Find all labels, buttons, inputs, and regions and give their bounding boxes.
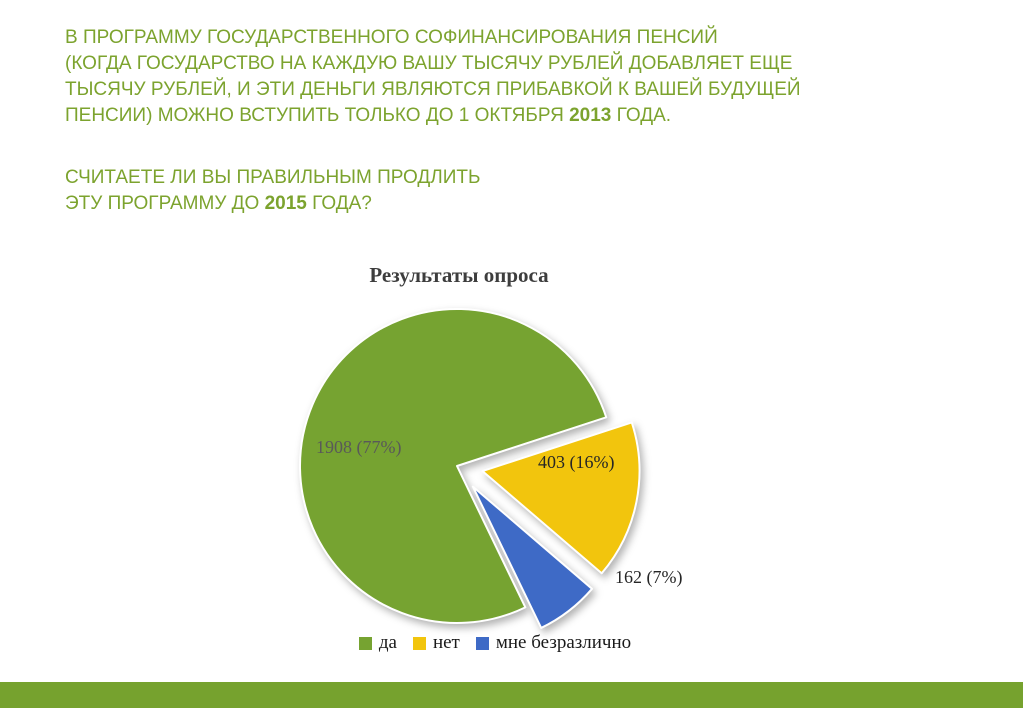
extension-year: 2015	[264, 193, 307, 214]
legend-item-yes: да	[358, 632, 397, 654]
legend-item-no: нет	[412, 632, 460, 654]
question-text: СЧИТАЕТЕ ЛИ ВЫ ПРАВИЛЬНЫМ ПРОДЛИТЬ ЭТУ П…	[65, 165, 985, 217]
intro-text: В ПРОГРАММУ ГОСУДАРСТВЕННОГО СОФИНАНСИРО…	[65, 25, 985, 129]
pie-slice-0	[299, 308, 608, 624]
question-line-2-suffix: ГОДА?	[306, 193, 372, 214]
footer-bar	[0, 682, 1023, 708]
intro-line-4: ПЕНСИИ) МОЖНО ВСТУПИТЬ ТОЛЬКО ДО 1 ОКТЯБ…	[65, 103, 985, 129]
intro-line-4-prefix: ПЕНСИИ) МОЖНО ВСТУПИТЬ ТОЛЬКО ДО 1 ОКТЯБ…	[65, 105, 570, 126]
pie-slice-2	[471, 485, 594, 629]
legend-label-yes: да	[378, 632, 397, 653]
intro-line-3: ТЫСЯЧУ РУБЛЕЙ, И ЭТИ ДЕНЬГИ ЯВЛЯЮТСЯ ПРИ…	[65, 79, 801, 100]
question-line-2-prefix: ЭТУ ПРОГРАММУ ДО	[65, 193, 265, 214]
question-line-2: ЭТУ ПРОГРАММУ ДО 2015 ГОДА?	[65, 191, 985, 217]
legend-swatch-yes	[358, 636, 372, 650]
intro-line-4-suffix: ГОДА.	[611, 105, 672, 126]
legend-label-indifferent: мне безразлично	[495, 632, 632, 653]
data-label-indifferent: 162 (7%)	[615, 567, 683, 587]
legend-label-no: нет	[432, 632, 460, 653]
legend-swatch-no	[412, 636, 426, 650]
question-line-1: СЧИТАЕТЕ ЛИ ВЫ ПРАВИЛЬНЫМ ПРОДЛИТЬ	[65, 167, 481, 188]
legend-item-indifferent: мне безразлично	[475, 632, 632, 654]
pie-slice-1	[481, 421, 641, 575]
intro-line-2: (КОГДА ГОСУДАРСТВО НА КАЖДУЮ ВАШУ ТЫСЯЧУ…	[65, 53, 793, 74]
data-label-yes: 1908 (77%)	[316, 437, 402, 457]
deadline-year: 2013	[569, 105, 612, 126]
chart-title: Результаты опроса	[369, 263, 549, 287]
chart-legend: да нет мне безразлично	[0, 632, 990, 654]
data-label-no: 403 (16%)	[538, 452, 615, 472]
intro-line-1: В ПРОГРАММУ ГОСУДАРСТВЕННОГО СОФИНАНСИРО…	[65, 27, 718, 48]
legend-swatch-indifferent	[475, 636, 489, 650]
